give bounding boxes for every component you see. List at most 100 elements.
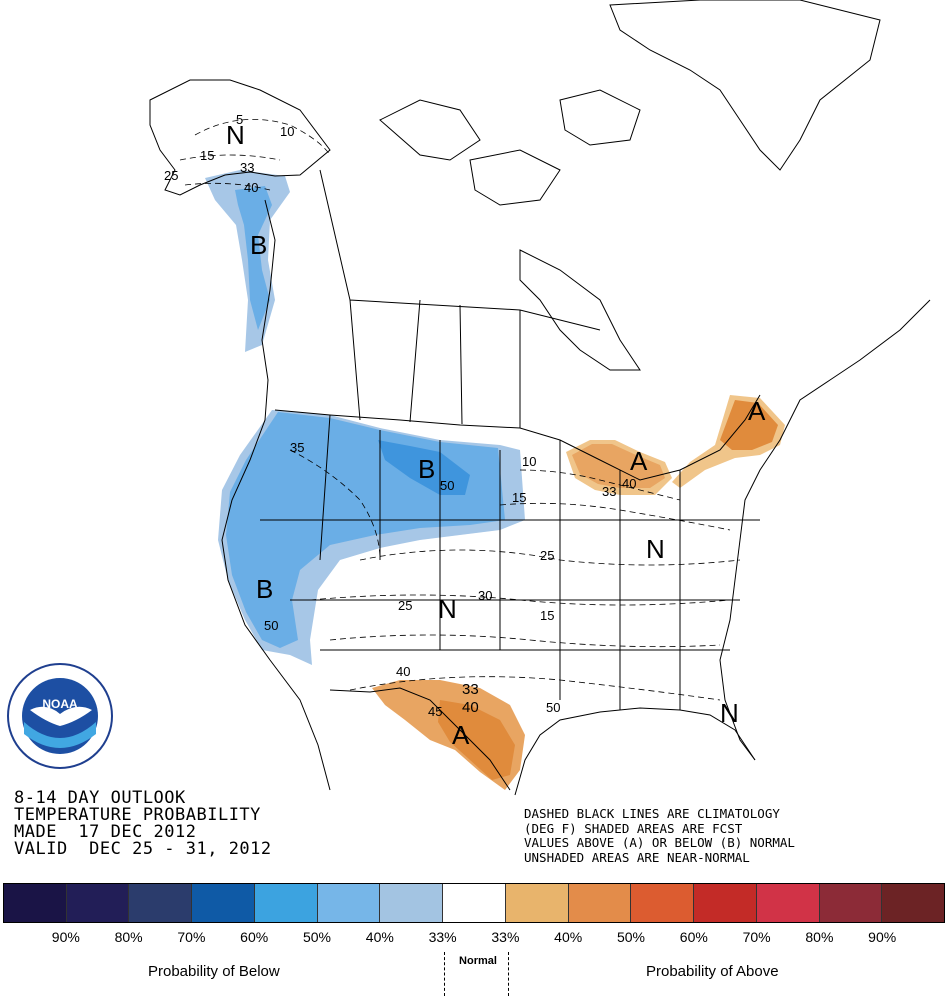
percent-label: 33% [491,929,520,945]
outlook-line: TEMPERATURE PROBABILITY [14,805,261,825]
legend-note: DASHED BLACK LINES ARE CLIMATOLOGY (DEG F… [524,806,795,865]
contour-label: 30 [478,588,492,603]
colorbar-swatch [192,884,255,922]
outlook-line: 8-14 DAY OUTLOOK [14,788,186,808]
colorbar-swatch [66,884,130,922]
probability-colorbar [3,883,945,923]
coastline-pacific [221,199,331,791]
contour-label: 10 [522,454,536,469]
colorbar-swatch [505,884,569,922]
contour-label: 40 [244,180,258,195]
region-label: B [250,230,267,260]
percent-label: 33% [428,929,457,945]
coastline-alaska [149,79,331,196]
region-label: A [748,396,766,426]
colorbar-swatch [631,884,695,922]
colorbar-swatch [819,884,883,922]
coastline-hudson-bay [519,249,641,371]
outlook-line: MADE 17 DEC 2012 [14,822,197,842]
contour-label: 25 [398,598,412,613]
contour-label: 40 [462,699,479,716]
shade-above-texas-inner [438,700,515,780]
logo-text: NOAA [42,697,78,711]
percent-label: 60% [240,929,269,945]
normal-divider-right [508,952,509,996]
contour-label: 45 [428,704,442,719]
shade-above-maritimes-inner [720,400,778,450]
contour-label: 5 [236,112,243,127]
percent-label: 60% [679,929,708,945]
percent-label: 50% [302,929,332,945]
legend-note-line: DASHED BLACK LINES ARE CLIMATOLOGY [524,806,780,821]
noaa-logo: NOAA [7,663,113,769]
contour-label: 25 [540,548,554,563]
colorbar-swatch [254,884,318,922]
contour-label: 33 [462,681,479,698]
contour-label: 35 [290,440,304,455]
border-mexico-us [329,687,511,791]
contour-label: 15 [540,608,554,623]
map-outlines [149,0,931,796]
region-label: B [418,454,435,484]
legend-note-line: (DEG F) SHADED AREAS ARE FCST [524,820,743,836]
colorbar-swatch [129,884,193,922]
canada-provinces [319,169,601,428]
shaded-areas [205,170,785,790]
caption-below: Probability of Below [148,963,280,980]
coastline-atlantic [719,299,931,761]
contour-label: 40 [622,476,636,491]
percent-label: 80% [114,929,143,945]
colorbar-swatch [568,884,632,922]
region-label: N [720,698,739,728]
colorbar-swatch [756,884,820,922]
contour-label: 50 [546,700,560,715]
contour-label: 15 [512,490,526,505]
arctic-islands [379,89,641,206]
colorbar-swatch [380,884,444,922]
contour-label: 50 [440,478,454,493]
region-label: A [630,446,648,476]
percent-label: 40% [554,929,583,945]
percent-label: 90% [51,929,80,945]
contour-label: 10 [280,124,294,139]
colorbar-swatch [882,884,945,922]
region-label: N [226,120,245,150]
percent-label: 50% [616,929,646,945]
colorbar-swatch [4,884,67,922]
caption-normal: Normal [459,955,497,967]
coastline-greenland [609,0,881,171]
border-canada-us [274,394,761,481]
shade-above-greatlakes-inner [572,444,665,488]
contour-label: 33 [240,160,254,175]
colorbar-swatch [317,884,381,922]
caption-above: Probability of Above [646,963,779,980]
region-label: A [452,720,470,750]
contour-label: 50 [264,618,278,633]
region-label: B [256,574,273,604]
region-label: N [438,594,457,624]
contour-label: 33 [602,484,616,499]
percent-label: 80% [805,929,834,945]
outlook-title-block: 8-14 DAY OUTLOOK TEMPERATURE PROBABILITY M… [14,790,272,858]
legend-note-line: VALUES ABOVE (A) OR BELOW (B) NORMAL [524,835,795,850]
shade-below-bc-inner [235,186,272,330]
contour-label: 40 [396,664,410,679]
contour-labels: 5 10 15 33 40 25 35 50 10 15 50 25 30 15… [164,112,636,719]
percent-label: 70% [742,929,771,945]
legend-note-line: UNSHADED AREAS ARE NEAR-NORMAL [524,849,750,865]
contour-label: 15 [200,148,214,163]
percent-label: 40% [365,929,394,945]
normal-divider-left [444,952,445,996]
outlook-map: N B B B A A N N A N 5 10 15 33 40 25 35 … [149,0,931,796]
outlook-line: VALID DEC 25 - 31, 2012 [14,839,272,859]
percent-label: 70% [177,929,206,945]
contour-label: 25 [164,168,178,183]
region-labels: N B B B A A N N A N [226,120,766,750]
shade-below-plains-core [378,440,470,495]
region-label: N [646,534,665,564]
percent-label: 90% [868,929,897,945]
colorbar-swatch [694,884,757,922]
coastline-gulf [514,707,756,796]
climatology-lines [179,118,741,701]
colorbar-swatch [443,884,506,922]
